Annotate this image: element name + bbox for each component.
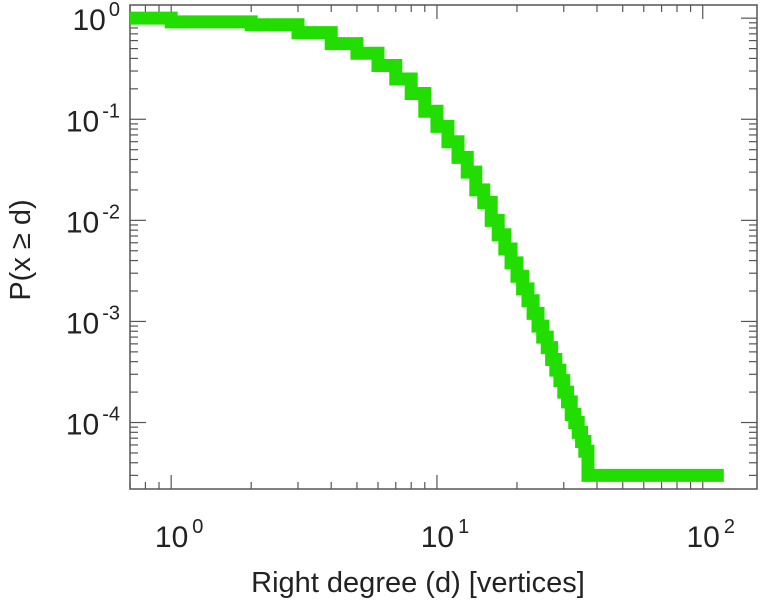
y-axis-label: P(x ≥ d) bbox=[5, 199, 37, 300]
y-tick-label: 10 -2 bbox=[66, 201, 120, 239]
x-axis-label: Right degree (d) [vertices] bbox=[251, 567, 585, 599]
plot-frame bbox=[129, 4, 758, 490]
major-ticks bbox=[130, 5, 757, 489]
x-tick-label: 10 0 bbox=[155, 516, 204, 554]
x-tick-label: 10 2 bbox=[686, 516, 735, 554]
x-tick-labels: 10 0 10 1 10 2 bbox=[155, 516, 735, 554]
series-layer bbox=[130, 11, 724, 482]
series-line bbox=[130, 11, 724, 482]
y-tick-label: 10 0 bbox=[73, 0, 121, 37]
x-tick-label: 10 1 bbox=[421, 516, 470, 554]
y-tick-label: 10 -1 bbox=[66, 100, 120, 138]
y-tick-label: 10 -3 bbox=[66, 302, 120, 340]
minor-ticks bbox=[129, 5, 757, 489]
y-tick-label: 10 -4 bbox=[66, 404, 120, 442]
